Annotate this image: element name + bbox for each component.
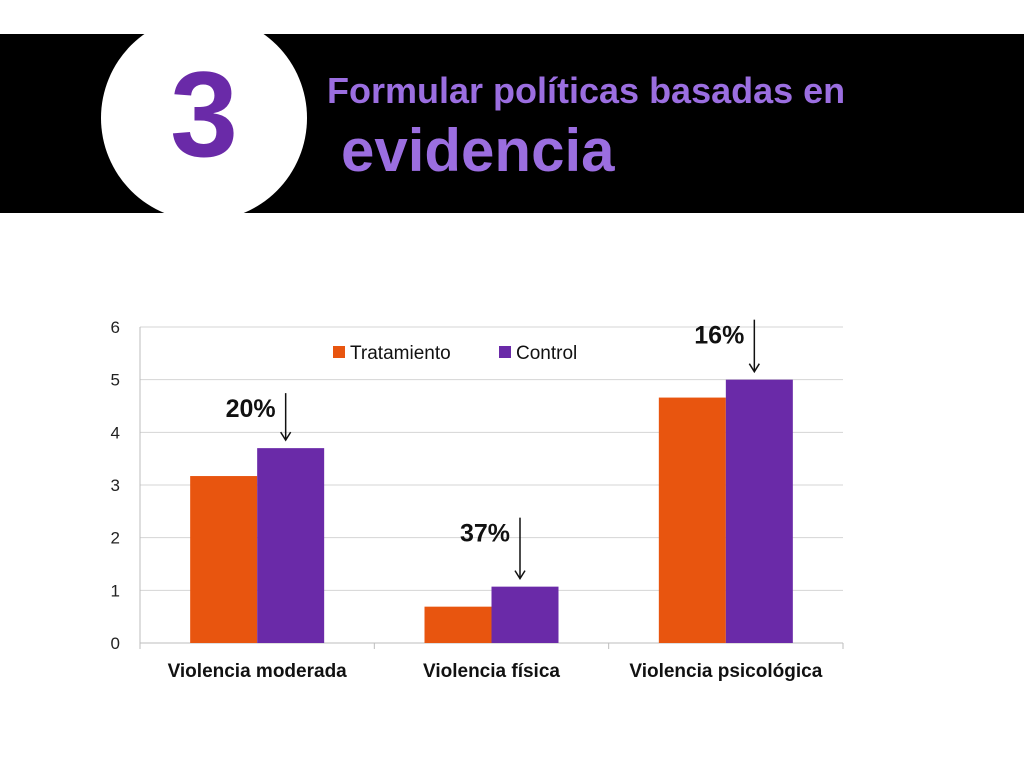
x-category-label: Violencia moderada <box>168 661 348 682</box>
x-category-label: Violencia física <box>423 661 560 682</box>
bar-control-2 <box>725 379 793 643</box>
bar-tratamiento-0 <box>190 476 258 643</box>
legend-label-tratamiento: Tratamiento <box>350 343 451 364</box>
bar-control-0 <box>257 448 325 643</box>
legend-label-control: Control <box>516 343 577 364</box>
slide-title-line2: evidencia <box>341 117 615 184</box>
slide-title-line1: Formular políticas basadas en <box>327 70 846 111</box>
annotation-arrow-head <box>514 570 526 581</box>
section-number: 3 <box>170 46 238 182</box>
annotation-label: 20% <box>226 395 276 423</box>
annotation-label: 37% <box>460 520 510 548</box>
annotation-arrow-head <box>280 431 292 442</box>
y-tick-label: 6 <box>111 318 120 337</box>
bar-tratamiento-2 <box>658 397 726 643</box>
annotation-label: 16% <box>694 322 744 350</box>
y-tick-label: 1 <box>111 581 120 600</box>
y-tick-label: 0 <box>111 634 120 653</box>
legend-swatch-control <box>499 346 511 358</box>
x-category-label: Violencia psicológica <box>629 661 822 682</box>
legend-swatch-tratamiento <box>333 346 345 358</box>
y-tick-label: 4 <box>111 423 120 442</box>
y-tick-label: 2 <box>111 529 120 548</box>
bar-control-1 <box>491 586 559 643</box>
bar-tratamiento-1 <box>424 606 492 643</box>
annotation-arrow-head <box>748 363 760 374</box>
y-tick-label: 5 <box>111 371 120 390</box>
section-number-badge: 3 <box>101 15 307 221</box>
y-tick-label: 3 <box>111 476 120 495</box>
